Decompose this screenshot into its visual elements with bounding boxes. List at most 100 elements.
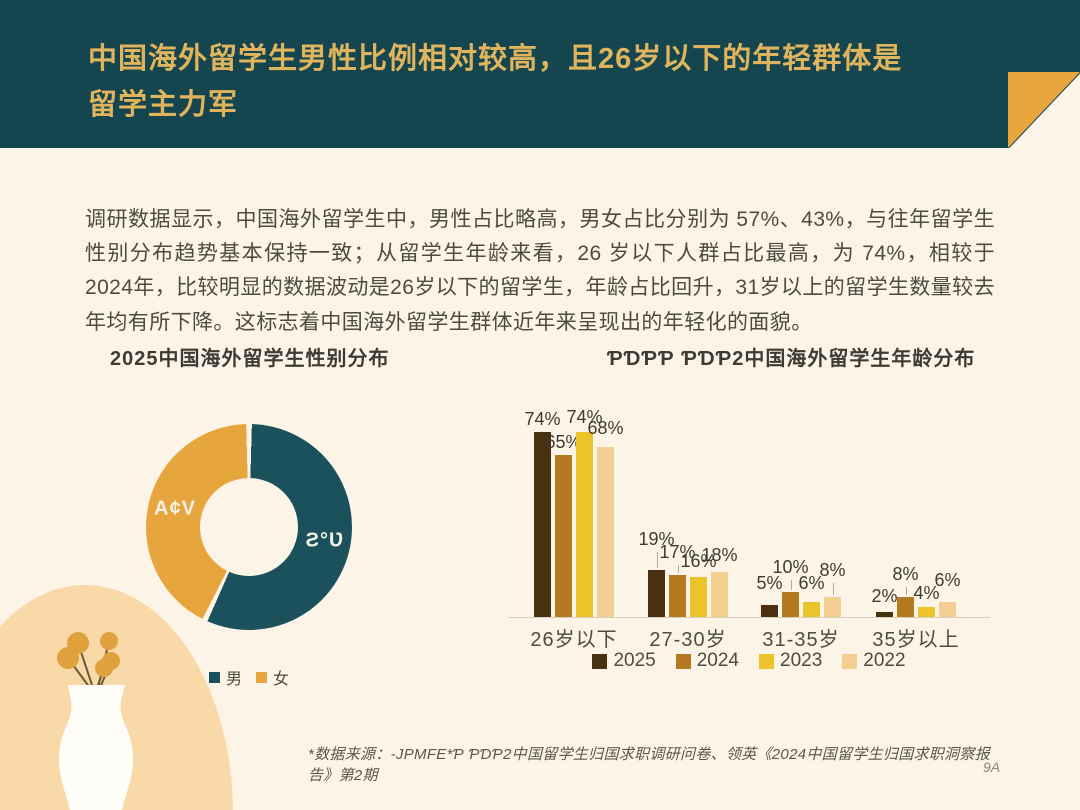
header-banner: 中国海外留学生男性比例相对较高，且26岁以下的年轻群体是 留学主力军 (0, 0, 1080, 148)
gender-donut-chart: A¢V Ƨ°Ʋ (146, 424, 352, 630)
age-bar-plot: 74% 65% 74% 68% 19% 17% 16% 18% 5% 10% 6% 8% 2% 8% 4% 6… (508, 398, 990, 618)
data-source-note: *数据来源：-JPMFE*Ƥ ƤƊƤ2中国留学生归国求职调研问卷、领英《2024… (308, 746, 990, 784)
bar-slot: 2% (871, 587, 898, 617)
bar-2024 (782, 592, 799, 617)
label-leader-line (905, 587, 907, 595)
legend-label-2022: 2022 (863, 650, 906, 671)
age-chart-title: ƤƊƤƤ ƤƊƤ2中国海外留学生年龄分布 (607, 342, 975, 371)
bar-value-label: 8% (819, 560, 846, 580)
legend-item-male: 男 (208, 665, 242, 689)
bar-slot: 6% (934, 571, 961, 617)
bar-value-label: 8% (892, 564, 919, 584)
age-chart-title-main: 中国海外留学生年龄分布 (744, 348, 976, 370)
bar-value-label: 68% (587, 418, 624, 438)
bar-slot: 16% (680, 552, 717, 617)
bar-value-label: 6% (934, 570, 961, 590)
bar-2025 (648, 569, 665, 617)
bar-2025 (761, 604, 778, 617)
bar-value-label: 10% (772, 557, 809, 577)
bar-group-26岁以下: 74% 65% 74% 68% (524, 408, 624, 617)
legend-swatch-2024 (675, 653, 691, 669)
bar-value-label: 74% (566, 407, 603, 427)
page-title-line1: 中国海外留学生男性比例相对较高，且26岁以下的年轻群体是 (88, 43, 903, 75)
bar-slot: 17% (659, 543, 696, 617)
bar-slot: 5% (756, 574, 783, 617)
gender-chart-title: 2025中国海外留学生性别分布 (110, 348, 390, 370)
gender-legend: 男 女 (146, 665, 352, 689)
legend-item-2023: 2023 (759, 650, 822, 672)
vase-body (58, 685, 134, 810)
page-title: 中国海外留学生男性比例相对较高，且26岁以下的年轻群体是 留学主力军 (88, 36, 988, 129)
bar-value-label: 74% (524, 409, 561, 429)
bar-group-27-30岁: 19% 17% 16% 18% (638, 530, 738, 617)
bar-value-label: 5% (756, 572, 783, 593)
female-legend-label: 女 (273, 671, 290, 688)
male-legend-label: 男 (225, 671, 242, 688)
category-label-31-35岁: 31-35岁 (762, 629, 840, 651)
bar-2023 (918, 607, 935, 617)
bar-value-label: 2% (871, 586, 898, 606)
bar-2022 (824, 597, 841, 617)
bar-2023 (803, 602, 820, 617)
bar-slot: 10% (772, 558, 809, 617)
donut-hole (200, 478, 298, 576)
bar-slot: 18% (701, 546, 738, 617)
bar-value-label: 18% (701, 545, 738, 565)
legend-label-2024: 2024 (696, 650, 739, 671)
age-category-axis: 26岁以下 27-30岁 31-35岁 35岁以上 (508, 623, 990, 651)
legend-swatch-2025 (592, 653, 608, 669)
intro-paragraph: 调研数据显示，中国海外留学生中，男性占比略高，男女占比分别为 57%、43%，与… (85, 208, 995, 334)
legend-swatch-2023 (759, 653, 774, 669)
category-label-26岁以下: 26岁以下 (530, 629, 618, 651)
bar-value-label: 65% (545, 431, 582, 452)
male-swatch (208, 671, 220, 683)
bar-slot: 4% (913, 584, 940, 617)
label-leader-line (790, 580, 792, 590)
bar-slot: 68% (587, 419, 624, 617)
bar-2022 (711, 572, 728, 617)
bar-2024 (669, 574, 686, 617)
flower-stems (67, 640, 112, 689)
bar-value-label: 19% (638, 528, 675, 549)
legend-swatch-2022 (842, 653, 858, 669)
label-leader-line (677, 564, 679, 573)
legend-item-2024: 2024 (675, 650, 739, 672)
corner-decoration (1008, 72, 1080, 148)
bar-slot: 65% (545, 433, 582, 617)
bar-2023 (576, 432, 593, 617)
legend-label-2023: 2023 (780, 650, 823, 671)
bar-2025 (534, 432, 551, 617)
page-title-line2: 留学主力军 (88, 89, 239, 122)
bar-2022 (597, 447, 614, 617)
label-leader-line (656, 551, 658, 568)
legend-item-2022: 2022 (842, 650, 906, 672)
flower-heads (57, 632, 120, 677)
legend-item-female: 女 (256, 665, 289, 689)
category-label-27-30岁: 27-30岁 (649, 629, 727, 651)
legend-item-2025: 2025 (592, 650, 656, 672)
bar-slot: 8% (819, 561, 846, 617)
category-label-35岁以上: 35岁以上 (872, 629, 960, 651)
bar-2022 (939, 602, 956, 617)
bar-2024 (897, 597, 914, 617)
male-slice-label: Ƨ°Ʋ (305, 529, 345, 552)
bar-value-label: 6% (798, 573, 825, 593)
bar-slot: 74% (566, 408, 603, 617)
legend-label-2025: 2025 (613, 650, 656, 671)
bar-2024 (555, 454, 572, 617)
bar-value-label: 16% (680, 551, 717, 571)
bar-2025 (876, 612, 893, 617)
bar-2023 (690, 577, 707, 617)
bar-value-label: 17% (659, 541, 696, 562)
age-legend: 2025 2024 2023 2022 (508, 650, 990, 672)
bar-slot: 19% (638, 530, 675, 617)
bar-slot: 74% (524, 410, 561, 617)
age-chart-title-prefix: ƤƊƤƤ ƤƊƤ2 (607, 348, 745, 370)
female-swatch (256, 671, 267, 683)
bar-group-31-35岁: 5% 10% 6% 8% (756, 558, 846, 617)
page-number: 9A (983, 759, 1001, 775)
label-leader-line (832, 583, 834, 595)
bar-group-35岁以上: 2% 8% 4% 6% (871, 565, 961, 617)
female-slice-label: A¢V (154, 497, 196, 520)
